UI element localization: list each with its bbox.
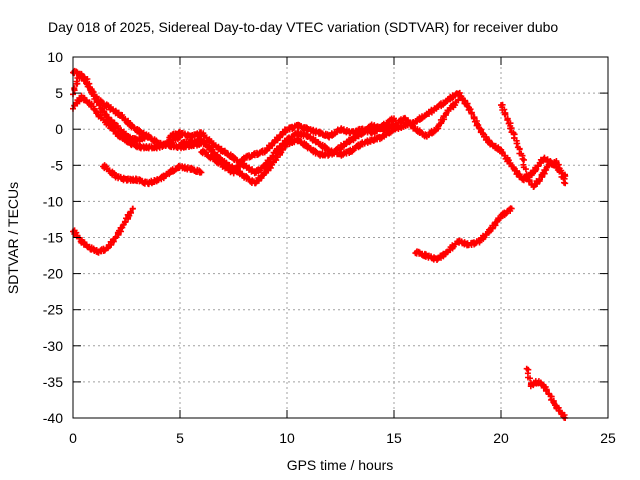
y-tick-label: -35 xyxy=(43,374,63,390)
x-tick-label: 25 xyxy=(600,430,616,446)
y-tick-label: 10 xyxy=(47,49,63,65)
y-tick-label: -10 xyxy=(43,193,63,209)
y-tick-label: -30 xyxy=(43,338,63,354)
data-markers-trace-4 xyxy=(100,162,205,188)
y-axis-title: SDTVAR / TECUs xyxy=(5,182,21,294)
data-markers-trace-6 xyxy=(166,89,569,184)
x-tick-label: 5 xyxy=(176,430,184,446)
x-tick-label: 15 xyxy=(386,430,402,446)
tick-layer: 0 5 10 15 20 25 10 5 0 -5 -10 -15 -20 -25 -30 -35 -40 xyxy=(43,49,616,446)
data-markers-trace-8 xyxy=(198,115,397,177)
data-markers-trace-11 xyxy=(523,365,569,421)
x-tick-label: 10 xyxy=(279,430,295,446)
data-markers-trace-9 xyxy=(498,101,569,190)
data-layer xyxy=(70,67,569,421)
x-axis-title: GPS time / hours xyxy=(287,457,394,473)
y-tick-label: -15 xyxy=(43,230,63,246)
y-tick-label: -40 xyxy=(43,410,63,426)
series-trace-10 xyxy=(412,205,515,263)
series-trace-6 xyxy=(166,89,569,184)
data-markers-trace-10 xyxy=(412,205,515,263)
y-tick-label: 5 xyxy=(55,85,63,101)
y-tick-label: -5 xyxy=(51,157,64,173)
series-trace-4 xyxy=(100,162,205,188)
x-tick-label: 0 xyxy=(69,430,77,446)
x-tick-label: 20 xyxy=(493,430,509,446)
series-trace-11 xyxy=(523,365,569,421)
y-tick-label: 0 xyxy=(55,121,63,137)
y-tick-label: -25 xyxy=(43,302,63,318)
series-trace-9 xyxy=(498,101,569,190)
y-tick-label: -20 xyxy=(43,266,63,282)
series-trace-8 xyxy=(198,115,397,177)
chart-title: Day 018 of 2025, Sidereal Day-to-day VTE… xyxy=(48,19,558,35)
